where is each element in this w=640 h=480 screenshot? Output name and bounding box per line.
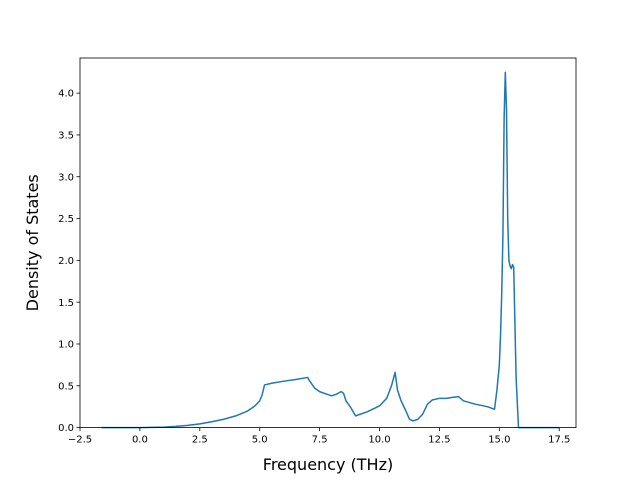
x-tick-label: 5.0 <box>252 435 268 446</box>
x-tick-label: 17.5 <box>548 435 570 446</box>
y-tick-label: 4.0 <box>58 89 74 100</box>
x-tick-label: 0.0 <box>132 435 148 446</box>
y-tick-label: 2.0 <box>58 256 74 267</box>
x-axis-title: Frequency (THz) <box>263 455 393 474</box>
y-tick-label: 2.5 <box>58 214 74 225</box>
y-tick-label: 1.0 <box>58 340 74 351</box>
y-tick-label: 0.5 <box>58 381 74 392</box>
y-tick-label: 3.5 <box>58 131 74 142</box>
x-tick-label: −2.5 <box>68 435 92 446</box>
series-layer <box>101 71 560 429</box>
plot-area <box>80 58 576 428</box>
tick-layer: −2.5 0.0 2.5 5.0 7.5 10.0 12.5 15.0 17.50.00.51.… <box>58 89 570 446</box>
x-tick-label: 10.0 <box>368 435 390 446</box>
dos-line-series-0 <box>101 71 560 429</box>
y-axis-title: Density of States <box>23 174 42 311</box>
x-tick-label: 15.0 <box>488 435 510 446</box>
x-tick-label: 2.5 <box>192 435 208 446</box>
x-tick-label: 12.5 <box>428 435 450 446</box>
x-tick-label: 7.5 <box>312 435 328 446</box>
y-tick-label: 1.5 <box>58 298 74 309</box>
plot-frame <box>79 57 577 429</box>
y-tick-label: 0.0 <box>58 423 74 434</box>
y-tick-label: 3.0 <box>58 172 74 183</box>
